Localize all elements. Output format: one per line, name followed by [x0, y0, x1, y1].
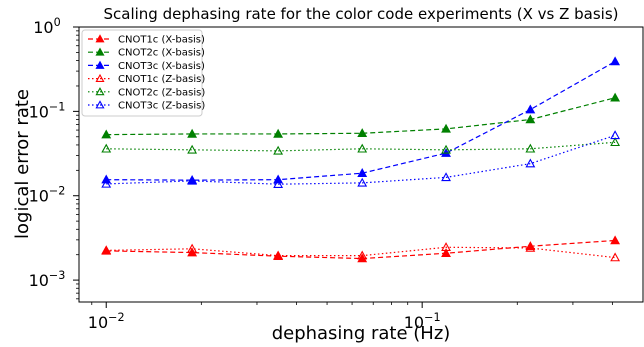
data-point [610, 235, 621, 245]
data-point [610, 137, 621, 147]
data-point [441, 242, 451, 252]
axes: 10−2 10−1 10−3 10−2 10−1 100 [29, 16, 613, 332]
series-line [106, 246, 616, 259]
data-point [187, 144, 198, 154]
data-point [525, 242, 536, 252]
data-point [101, 178, 112, 188]
data-point [101, 245, 112, 255]
tick-label: 10−3 [29, 269, 66, 290]
data-point [357, 128, 368, 138]
data-point [610, 56, 621, 66]
data-point [187, 175, 198, 185]
legend-label: CNOT2c (X-basis) [118, 48, 205, 59]
legend-label: CNOT2c (Z-basis) [118, 87, 205, 98]
chart-title: Scaling dephasing rate for the color cod… [103, 5, 618, 23]
plot-frame [78, 26, 644, 303]
series-line [106, 134, 616, 185]
data-point [101, 143, 112, 153]
data-point [441, 123, 451, 133]
data-point [273, 179, 284, 188]
data-point [441, 248, 451, 258]
legend-label: CNOT1c (Z-basis) [118, 74, 205, 85]
y-axis-label: logical error rate [12, 89, 33, 239]
data-point [357, 143, 368, 153]
legend-marker [95, 73, 105, 83]
tick-label: 10−1 [404, 311, 441, 332]
data-point [441, 172, 451, 182]
data-point [357, 177, 368, 187]
tick-label: 10−1 [29, 100, 66, 121]
tick-label: 10−2 [88, 311, 125, 332]
data-point [610, 252, 621, 262]
legend-label: CNOT3c (Z-basis) [118, 101, 205, 112]
legend-marker [95, 47, 105, 56]
data-point [273, 250, 284, 260]
data-point [357, 253, 368, 263]
legend-marker [95, 100, 105, 109]
legend-marker [95, 87, 105, 96]
plot-area [101, 56, 621, 263]
data-point [610, 130, 621, 140]
legend-label: CNOT1c (X-basis) [118, 35, 205, 46]
data-point [525, 114, 536, 124]
data-point [525, 143, 536, 153]
x-axis-label: dephasing rate (Hz) [272, 323, 451, 344]
data-point [610, 92, 621, 102]
data-point [441, 144, 451, 154]
legend: CNOT1c (X-basis) CNOT2c (X-basis) CNOT3c (… [81, 29, 205, 117]
data-point [273, 128, 284, 138]
legend-marker [95, 34, 105, 43]
series-line [106, 141, 616, 152]
data-point [357, 168, 368, 177]
data-point [357, 250, 368, 260]
data-point [525, 158, 536, 168]
tick-label: 100 [33, 16, 60, 37]
data-point [187, 243, 198, 253]
data-point [273, 145, 284, 155]
data-point [525, 104, 536, 114]
data-point [187, 128, 198, 138]
data-point [101, 129, 112, 139]
legend-marker [95, 60, 105, 69]
legend-frame [81, 29, 203, 117]
legend-label: CNOT3c (X-basis) [118, 61, 205, 72]
tick-label: 10−2 [29, 185, 66, 206]
